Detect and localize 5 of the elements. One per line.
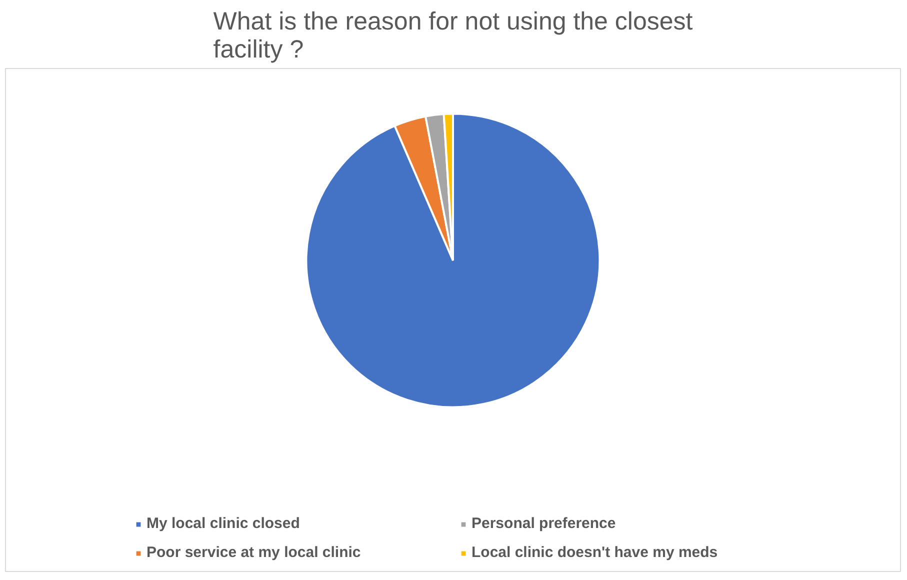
legend-label: Poor service at my local clinic bbox=[146, 544, 362, 561]
legend-label: Local clinic doesn't have my meds bbox=[472, 544, 719, 561]
legend-label: Personal preference bbox=[472, 515, 617, 532]
legend-label: My local clinic closed bbox=[146, 515, 301, 532]
chart-title: What is the reason for not using the closest facility ? bbox=[213, 8, 693, 64]
